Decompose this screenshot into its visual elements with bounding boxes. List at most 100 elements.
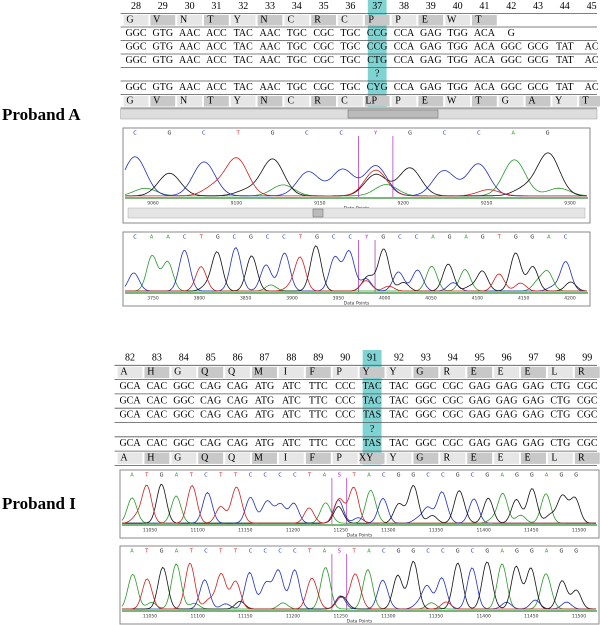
base-call: G <box>515 549 519 555</box>
position-number: 82 <box>125 352 135 363</box>
codon: TGC <box>287 28 307 39</box>
base-call: G <box>397 549 401 555</box>
base-call: A <box>130 549 134 555</box>
amino-acid: G <box>126 96 133 107</box>
base-call: A <box>464 235 468 241</box>
codon: AAC <box>179 55 200 66</box>
codon: GAG <box>420 82 442 93</box>
amino-acid: G <box>174 367 181 378</box>
codon: GAG <box>496 410 518 421</box>
codon: CAG <box>227 438 248 449</box>
aa-cell <box>364 96 390 107</box>
base-call: G <box>456 473 460 479</box>
codon: TGC <box>287 55 307 66</box>
tick-label: 11050 <box>143 528 157 534</box>
base-call: G <box>381 235 385 241</box>
base-call: T <box>144 473 149 479</box>
tick-label: 11100 <box>191 614 205 620</box>
codon: TTC <box>309 438 328 449</box>
amino-acid: T <box>583 96 589 107</box>
position-number: 84 <box>179 352 189 363</box>
codon: GTG <box>153 55 174 66</box>
base-call: G <box>160 549 164 555</box>
amino-acid: Q <box>228 453 236 464</box>
base-call: S <box>338 549 341 555</box>
codon: GCG <box>527 55 548 66</box>
axis-label: Data Points <box>347 533 373 539</box>
codon: ACA <box>474 28 496 39</box>
codon: CCA <box>394 28 415 39</box>
base-call: C <box>264 473 268 479</box>
base-call: A <box>166 235 170 241</box>
codon: CAG <box>227 410 248 421</box>
codon: GTG <box>153 42 174 53</box>
amino-acid: V <box>153 15 161 26</box>
aa-cell <box>498 96 524 107</box>
amino-acid: P <box>336 453 342 464</box>
codon: ACC <box>206 55 227 66</box>
codon: CTG <box>550 381 570 392</box>
tick-label: 4050 <box>425 296 437 302</box>
tick-label: 4100 <box>472 296 484 302</box>
tick-label: 3850 <box>240 296 252 302</box>
aa-cell <box>150 15 176 26</box>
amino-acid: A <box>528 96 536 107</box>
amino-acid: E <box>498 453 504 464</box>
aa-cell <box>338 96 363 107</box>
codon: GGC <box>415 410 436 421</box>
amino-acid: A <box>120 453 128 464</box>
tick-label: 11450 <box>524 528 538 534</box>
codon: GCA <box>119 438 141 449</box>
amino-acid: R <box>443 453 450 464</box>
amino-acid: F <box>310 367 316 378</box>
tick-label: 4200 <box>564 296 576 302</box>
tick-label: 11050 <box>143 614 157 620</box>
codon: CGC <box>443 381 464 392</box>
highlight-column <box>362 350 382 465</box>
position-number: 93 <box>421 352 431 363</box>
aa-cell <box>386 366 412 379</box>
codon: CCC <box>335 395 355 406</box>
aa-cell <box>177 96 202 107</box>
codon: CCC <box>335 410 355 421</box>
aa-cell <box>230 96 256 107</box>
codon: TAS <box>363 438 381 449</box>
amino-acid: XY <box>359 453 373 464</box>
base-call: C <box>426 549 430 555</box>
aa-cell <box>391 96 417 107</box>
query-mark: ? <box>370 424 375 435</box>
aa-cell <box>257 96 283 107</box>
aa-cell <box>574 452 600 464</box>
base-call: C <box>133 235 137 241</box>
codon: CAC <box>147 395 168 406</box>
codon: ATG <box>255 410 274 421</box>
amino-acid: Y <box>362 367 369 378</box>
position-number: 43 <box>533 1 543 12</box>
codon: GCG <box>527 82 548 93</box>
amino-acid: P <box>368 15 374 26</box>
codon: TGC <box>287 42 307 53</box>
codon: TAS <box>363 410 381 421</box>
amino-acid: R <box>578 453 585 464</box>
base-call: G <box>408 131 412 137</box>
codon: AAC <box>179 42 200 53</box>
codon: AC <box>585 55 599 66</box>
codon: CCA <box>394 55 415 66</box>
codon: GAG <box>469 381 491 392</box>
aa-cell <box>123 96 149 107</box>
aa-cell <box>552 96 578 107</box>
base-call: C <box>477 131 481 137</box>
aa-cell <box>547 366 573 379</box>
codon: CGC <box>577 410 598 421</box>
aa-cell <box>359 452 385 464</box>
trace-line <box>124 156 587 197</box>
base-call: C <box>441 549 445 555</box>
tick-label: 11200 <box>286 528 300 534</box>
aa-cell <box>413 452 439 464</box>
base-call: G <box>546 131 550 137</box>
aa-cell <box>332 366 358 379</box>
amino-acid: E <box>422 96 428 107</box>
base-call: A <box>547 235 551 241</box>
amino-acid: L <box>551 367 557 378</box>
codon: TAC <box>362 381 382 392</box>
